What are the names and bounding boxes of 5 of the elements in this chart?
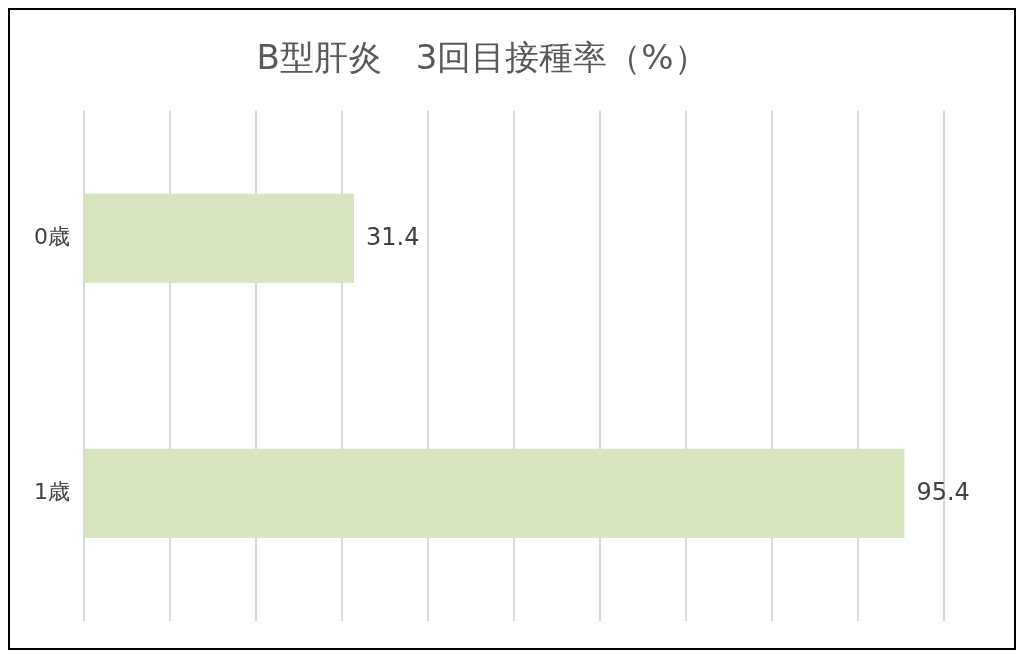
data-label: 95.4 <box>916 477 970 506</box>
data-label: 31.4 <box>366 222 420 251</box>
y-tick-label: 0歳 <box>34 224 70 250</box>
y-tick-label: 1歳 <box>34 479 70 505</box>
chart-title: B型肝炎 3回目接種率（%） <box>256 37 708 78</box>
